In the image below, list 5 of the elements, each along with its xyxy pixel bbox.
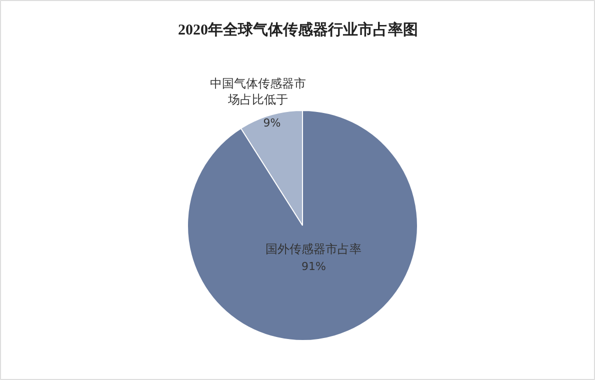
chart-title: 2020年全球气体传感器行业市占率图 — [178, 20, 418, 38]
slice-label: 中国气体传感器市场占比低于 — [210, 76, 306, 107]
data-label: 9% — [263, 116, 281, 130]
data-label: 91% — [302, 260, 326, 274]
slice-label: 国外传感器市占率 — [266, 242, 362, 256]
